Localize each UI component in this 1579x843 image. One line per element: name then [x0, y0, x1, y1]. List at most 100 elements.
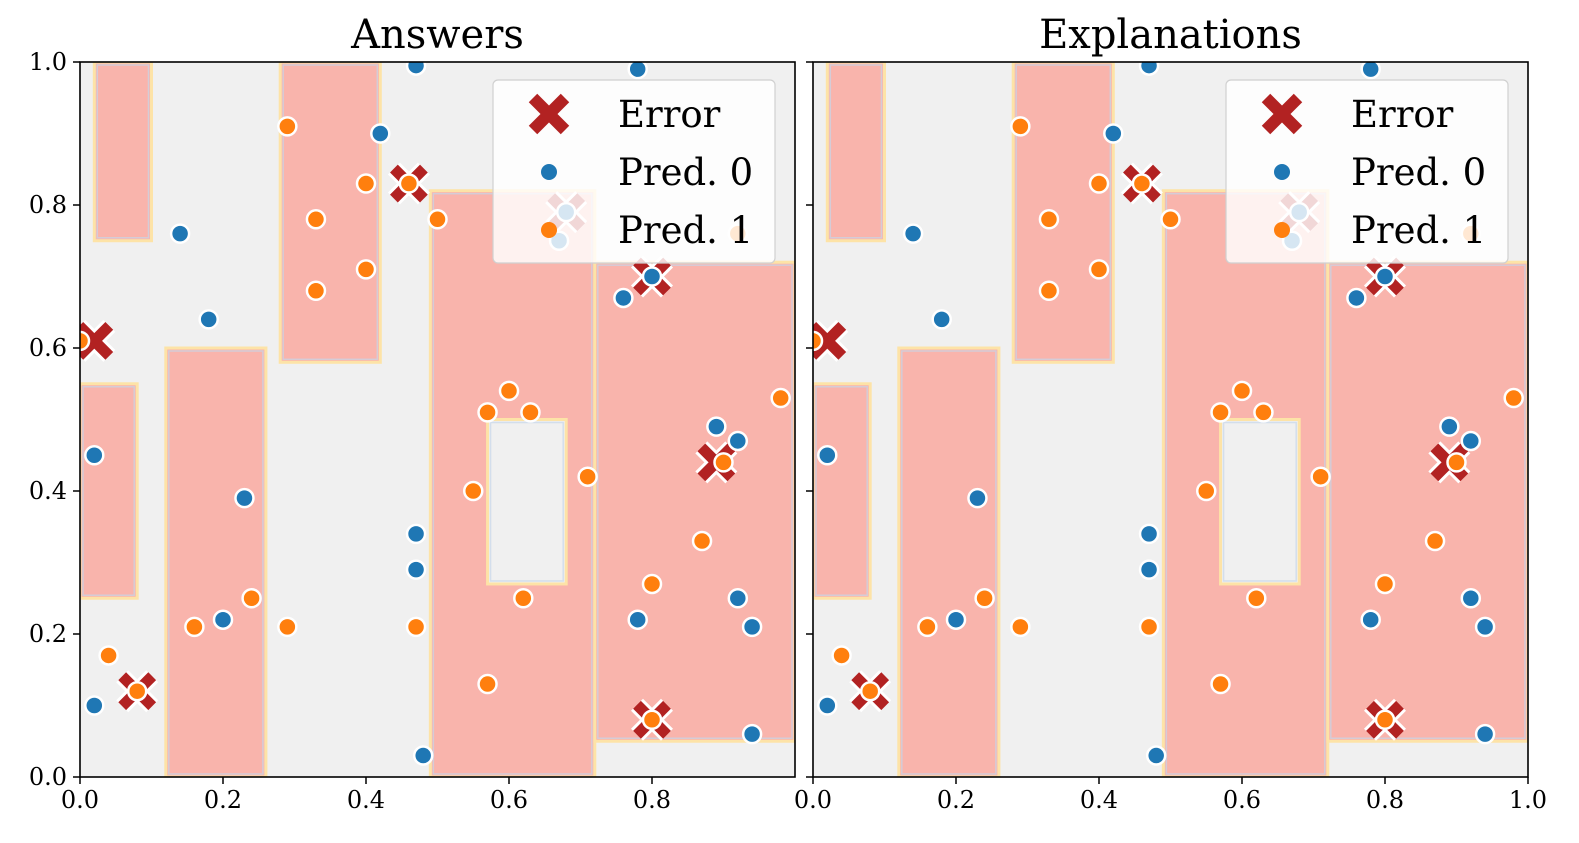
error-marker: [80, 319, 116, 362]
pred0-point: [1460, 588, 1482, 609]
pred0-point: [1346, 287, 1367, 309]
pred1-point: [477, 402, 498, 423]
decision-boundary-5: [82, 386, 135, 596]
decision-region-3: [593, 260, 795, 743]
pred0-point: [1460, 430, 1482, 452]
pred1-point: [498, 380, 520, 402]
legend-error-marker: [1261, 93, 1303, 135]
pred1-point: [691, 530, 713, 552]
x-tick-label: 0.6: [490, 786, 528, 814]
pred1-point: [477, 673, 498, 695]
decision-region-1: [1011, 62, 1115, 364]
pred0-point: [1360, 609, 1381, 630]
legend: Error Pred. 0 Pred. 1: [492, 79, 776, 264]
legend-label: Error: [1351, 93, 1454, 136]
pred1-point: [1088, 173, 1110, 194]
pred0-point: [198, 309, 219, 330]
x-tick-label: 0.8: [633, 786, 671, 814]
legend-pred1-marker: [541, 222, 557, 238]
chart-panel-1: Explanations 0.0 0.2 0.4 0.6 0.8 1.0 Error Pred.…: [794, 12, 1547, 814]
pred0-point: [1145, 745, 1167, 766]
pred1-point: [831, 645, 852, 666]
pred0-point: [412, 745, 434, 766]
pred1-point: [355, 259, 377, 280]
legend-pred0-marker: [541, 164, 557, 180]
decision-region-5: [813, 382, 872, 600]
legend: Error Pred. 0 Pred. 1: [1225, 79, 1509, 264]
pred1-point: [277, 116, 298, 137]
plot-area: [813, 62, 1528, 777]
y-tick-label: 1.0: [29, 48, 67, 76]
pred0-point: [84, 695, 105, 716]
y-tick-label: 0.4: [29, 477, 67, 505]
pred0-point: [1439, 416, 1460, 437]
pred1-point: [1010, 116, 1031, 137]
pred1-point: [1446, 452, 1467, 473]
pred1-point: [277, 616, 298, 638]
legend-error-marker: [528, 93, 570, 135]
pred1-point: [974, 588, 995, 609]
decision-boundary-4: [901, 350, 997, 775]
pred0-point: [902, 223, 924, 244]
decision-boundary-5: [815, 386, 868, 596]
decision-boundary-1: [1015, 64, 1112, 361]
pred0-point: [234, 487, 255, 509]
pred1-point: [1424, 530, 1446, 552]
pred1-point: [1038, 280, 1060, 302]
pred1-point: [398, 173, 420, 194]
pred0-point: [405, 523, 427, 545]
pred0-point: [627, 609, 648, 630]
pred0-point: [212, 609, 234, 630]
legend-pred0-marker: [1274, 164, 1290, 180]
pred0-point: [1474, 723, 1496, 745]
pred0-point: [706, 416, 727, 437]
pred1-point: [520, 402, 541, 423]
decision-boundary-0: [96, 64, 150, 239]
decision-region-1: [278, 62, 382, 364]
pred0-point: [613, 287, 634, 309]
pred0-point: [370, 123, 391, 144]
pred0-point: [727, 430, 749, 452]
decision-region-3: [1326, 260, 1528, 743]
chart-panel-0: Answers 0.0 0.2 0.4 0.6 0.8 0.0 0.2 0.4 0.6 0.8 1.0…: [29, 12, 796, 814]
legend-label: Error: [618, 93, 721, 136]
plot-frame: [79, 61, 796, 778]
decision-region-0: [825, 62, 886, 243]
pred1-point: [577, 466, 598, 487]
pred1-point: [1231, 380, 1253, 402]
y-tick-label: 0.8: [29, 191, 67, 219]
pred0-point: [945, 609, 967, 630]
decision-region-5: [80, 382, 139, 600]
decision-region-6: [486, 418, 568, 586]
pred1-point: [305, 209, 327, 230]
pred0-point: [1103, 123, 1124, 144]
pred0-point: [1138, 559, 1160, 580]
pred1-point: [355, 173, 377, 194]
pred1-point: [1374, 709, 1396, 731]
decision-region-6: [1219, 418, 1301, 586]
decision-region-4: [897, 346, 1001, 777]
y-tick-label: 0.2: [29, 620, 67, 648]
pred1-point: [98, 645, 119, 666]
x-tick-label: 0.2: [204, 786, 242, 814]
pred1-point: [305, 280, 327, 302]
decision-boundary-4: [168, 350, 264, 775]
decision-boundary-6: [489, 421, 564, 582]
pred0-point: [405, 559, 427, 580]
legend-label: Pred. 1: [1351, 209, 1486, 252]
legend-label: Pred. 0: [1351, 151, 1486, 194]
error-marker-cross: [813, 321, 847, 360]
pred1-point: [641, 573, 663, 595]
decision-boundary-3: [1330, 264, 1526, 739]
pred0-point: [817, 695, 838, 716]
x-tick-label: 1.0: [1509, 786, 1547, 814]
pred0-point: [641, 266, 663, 287]
x-tick-label: 0.0: [61, 786, 99, 814]
pred1-point: [1138, 616, 1160, 638]
pred0-point: [169, 223, 191, 244]
pred1-point: [513, 588, 534, 609]
legend-label: Pred. 1: [618, 209, 753, 252]
pred0-point: [1138, 523, 1160, 545]
pred0-point: [817, 445, 838, 466]
